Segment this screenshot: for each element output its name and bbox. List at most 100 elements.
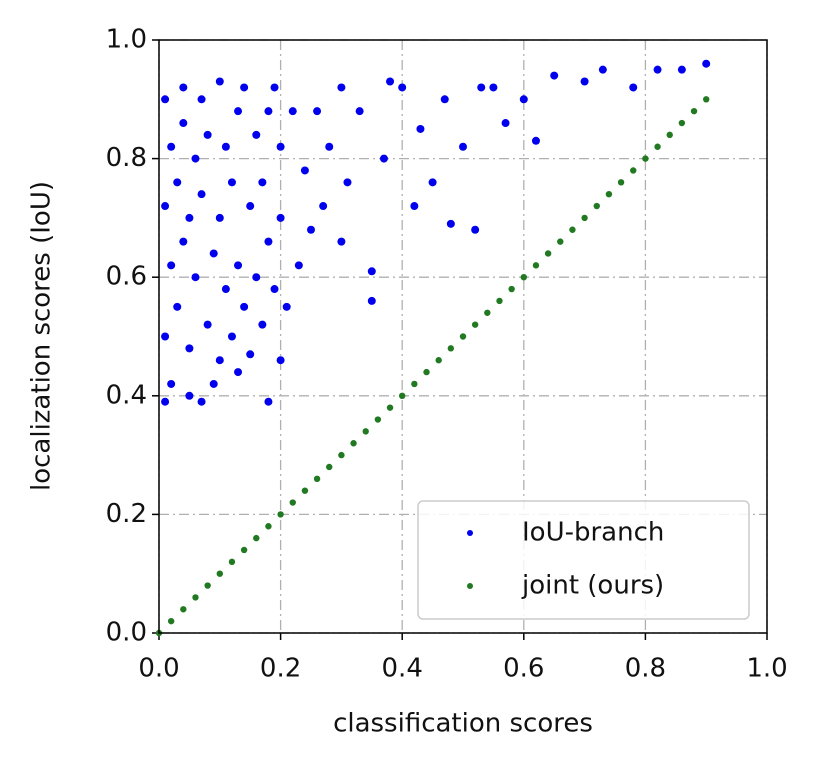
point (234, 107, 243, 116)
legend-marker (467, 583, 473, 589)
point (270, 83, 279, 92)
point (240, 546, 248, 554)
point (435, 357, 442, 364)
point (677, 65, 686, 74)
point (629, 83, 638, 92)
point (416, 124, 425, 133)
point (185, 213, 194, 222)
point (307, 225, 315, 234)
point (447, 345, 455, 352)
point (221, 142, 230, 151)
legend-label: IoU-branch (522, 518, 664, 548)
legend-marker (467, 530, 473, 536)
point (246, 350, 255, 359)
point (185, 391, 194, 400)
point (173, 178, 182, 187)
point (228, 558, 236, 566)
point (313, 475, 321, 483)
point (702, 59, 711, 68)
point (240, 302, 249, 311)
point (617, 179, 625, 186)
y-tick-label: 0.8 (106, 143, 147, 173)
x-tick-label: 0.0 (138, 654, 179, 684)
point (167, 617, 175, 625)
y-axis-label: localization scores (IoU) (27, 181, 57, 491)
point (362, 428, 369, 435)
point (234, 261, 243, 270)
point (501, 119, 510, 128)
x-tick-label: 0.4 (382, 654, 423, 684)
point (581, 214, 588, 222)
point (276, 356, 285, 365)
point (197, 95, 206, 104)
point (180, 606, 187, 613)
point (489, 83, 498, 92)
point (598, 65, 607, 74)
point (703, 96, 710, 103)
point (423, 368, 430, 376)
point (264, 237, 273, 246)
point (630, 167, 637, 174)
point (204, 582, 211, 589)
point (520, 274, 527, 281)
point (367, 267, 376, 276)
point (203, 130, 212, 139)
point (379, 154, 388, 163)
point (246, 202, 255, 211)
point (386, 404, 394, 411)
point (654, 143, 661, 150)
point (428, 178, 437, 187)
point (179, 83, 188, 92)
point (355, 107, 364, 116)
point (252, 273, 261, 282)
point (253, 534, 260, 542)
point (459, 142, 467, 151)
point (508, 285, 515, 293)
point (338, 451, 345, 459)
point (252, 130, 261, 139)
point (179, 119, 188, 128)
point (544, 250, 552, 257)
point (203, 320, 212, 329)
point (337, 237, 346, 246)
point (209, 379, 218, 388)
point (666, 131, 673, 139)
point (276, 213, 285, 222)
point (216, 570, 223, 577)
point (398, 83, 407, 92)
point (270, 285, 279, 294)
point (471, 321, 479, 328)
point (215, 213, 224, 222)
point (191, 154, 200, 163)
point (593, 202, 600, 210)
point (399, 392, 406, 399)
point (386, 77, 395, 86)
point (173, 302, 182, 311)
point (167, 142, 176, 151)
point (532, 262, 540, 269)
point (374, 416, 382, 423)
point (277, 511, 284, 518)
point (192, 594, 199, 601)
point (326, 463, 333, 471)
point (300, 166, 309, 175)
point (161, 202, 170, 211)
point (580, 77, 589, 86)
point (642, 155, 649, 162)
point (240, 83, 249, 92)
point (531, 136, 540, 145)
point (653, 65, 662, 74)
point (313, 107, 322, 116)
point (343, 178, 352, 187)
y-tick-label: 0.2 (106, 499, 147, 529)
point (550, 71, 559, 80)
point (301, 487, 309, 494)
y-tick-label: 1.0 (106, 25, 147, 55)
point (161, 332, 170, 341)
point (264, 107, 273, 116)
point (477, 83, 486, 92)
point (258, 320, 267, 329)
point (410, 202, 419, 211)
point (191, 273, 200, 282)
